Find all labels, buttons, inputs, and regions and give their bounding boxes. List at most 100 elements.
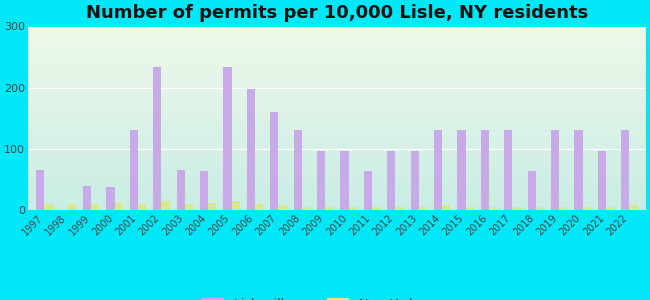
Bar — [28, 77, 646, 79]
Bar — [434, 130, 442, 210]
Bar — [28, 132, 646, 134]
Bar — [185, 204, 193, 210]
Bar — [28, 42, 646, 43]
Bar — [28, 114, 646, 115]
Bar — [28, 72, 646, 74]
Bar — [177, 170, 185, 210]
Bar — [28, 149, 646, 150]
Bar — [28, 176, 646, 178]
Bar — [28, 182, 646, 184]
Bar — [28, 160, 646, 161]
Bar — [28, 79, 646, 80]
Bar — [28, 120, 646, 121]
Bar — [28, 141, 646, 143]
Bar — [28, 123, 646, 124]
Bar — [28, 207, 646, 208]
Bar — [28, 31, 646, 33]
Bar — [28, 28, 646, 30]
Bar — [598, 151, 606, 210]
Bar — [28, 117, 646, 118]
Bar — [28, 58, 646, 60]
Bar — [44, 204, 53, 210]
Bar — [28, 150, 646, 152]
Bar — [28, 163, 646, 164]
Bar — [28, 164, 646, 166]
Bar — [28, 65, 646, 66]
Bar — [28, 85, 646, 86]
Bar — [28, 166, 646, 167]
Bar — [28, 103, 646, 104]
Bar — [575, 130, 582, 210]
Bar — [28, 202, 646, 204]
Bar — [28, 45, 646, 46]
Bar — [28, 179, 646, 181]
Bar — [28, 169, 646, 170]
Bar — [28, 195, 646, 196]
Bar — [411, 151, 419, 210]
Bar — [341, 151, 348, 210]
Bar — [28, 50, 646, 51]
Bar — [28, 54, 646, 56]
Bar — [28, 126, 646, 128]
Bar — [28, 206, 646, 207]
Bar — [28, 36, 646, 37]
Bar — [28, 109, 646, 111]
Bar — [28, 208, 646, 210]
Bar — [28, 104, 646, 106]
Bar — [28, 101, 646, 103]
Bar — [224, 68, 231, 210]
Bar — [28, 97, 646, 98]
Bar — [317, 151, 325, 210]
Bar — [28, 198, 646, 199]
Bar — [28, 33, 646, 34]
Bar — [28, 181, 646, 182]
Bar — [28, 40, 646, 42]
Bar — [28, 193, 646, 195]
Bar — [28, 129, 646, 130]
Bar — [28, 107, 646, 109]
Bar — [28, 187, 646, 189]
Bar — [28, 115, 646, 117]
Bar — [28, 69, 646, 71]
Bar — [28, 135, 646, 136]
Bar — [28, 140, 646, 141]
Bar — [28, 185, 646, 187]
Bar — [28, 118, 646, 120]
Bar — [28, 143, 646, 144]
Bar — [28, 190, 646, 192]
Bar — [28, 175, 646, 176]
Bar — [325, 207, 333, 210]
Bar — [28, 94, 646, 95]
Bar — [28, 68, 646, 69]
Bar — [153, 68, 161, 210]
Bar — [28, 124, 646, 126]
Bar — [458, 130, 465, 210]
Bar — [28, 172, 646, 173]
Bar — [231, 201, 240, 210]
Bar — [28, 111, 646, 112]
Bar — [28, 46, 646, 48]
Bar — [28, 71, 646, 72]
Bar — [629, 205, 638, 210]
Bar — [536, 207, 544, 210]
Bar — [28, 155, 646, 157]
Bar — [528, 172, 536, 210]
Bar — [28, 80, 646, 82]
Bar — [551, 130, 559, 210]
Bar — [419, 207, 427, 210]
Bar — [28, 196, 646, 198]
Bar — [28, 152, 646, 153]
Bar — [606, 207, 614, 210]
Bar — [28, 89, 646, 91]
Bar — [28, 75, 646, 77]
Bar — [107, 187, 114, 210]
Bar — [28, 30, 646, 31]
Bar — [270, 112, 278, 210]
Bar — [28, 52, 646, 54]
Bar — [28, 51, 646, 52]
Bar — [138, 204, 146, 210]
Bar — [28, 204, 646, 206]
Bar — [28, 189, 646, 190]
Bar — [161, 201, 170, 210]
Bar — [28, 199, 646, 201]
